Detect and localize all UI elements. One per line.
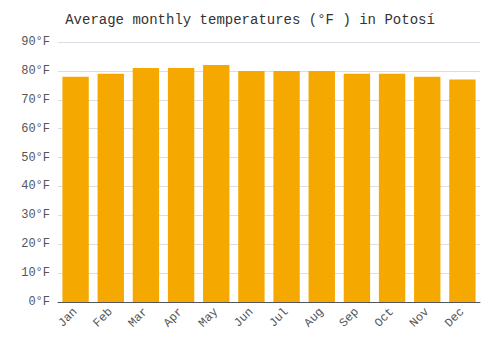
- svg-text:10°F: 10°F: [21, 266, 50, 280]
- svg-text:Oct: Oct: [372, 305, 397, 330]
- svg-text:40°F: 40°F: [21, 179, 50, 193]
- svg-text:Jul: Jul: [266, 305, 291, 330]
- svg-text:Jun: Jun: [231, 305, 256, 330]
- svg-text:May: May: [196, 305, 221, 330]
- svg-text:0°F: 0°F: [28, 295, 50, 309]
- svg-text:Aug: Aug: [302, 305, 327, 330]
- svg-text:Apr: Apr: [161, 305, 186, 330]
- svg-text:30°F: 30°F: [21, 208, 50, 222]
- svg-text:60°F: 60°F: [21, 122, 50, 136]
- svg-text:20°F: 20°F: [21, 237, 50, 251]
- svg-text:Average monthly temperatures (: Average monthly temperatures (°F ) in Po…: [65, 12, 435, 28]
- svg-text:Mar: Mar: [126, 305, 151, 330]
- svg-text:Feb: Feb: [91, 305, 116, 330]
- svg-text:80°F: 80°F: [21, 64, 50, 78]
- svg-text:Jan: Jan: [55, 305, 80, 330]
- svg-text:70°F: 70°F: [21, 93, 50, 107]
- svg-text:Nov: Nov: [407, 305, 432, 330]
- svg-text:90°F: 90°F: [21, 35, 50, 49]
- svg-text:50°F: 50°F: [21, 151, 50, 165]
- svg-text:Sep: Sep: [337, 305, 362, 330]
- svg-text:Dec: Dec: [442, 305, 467, 330]
